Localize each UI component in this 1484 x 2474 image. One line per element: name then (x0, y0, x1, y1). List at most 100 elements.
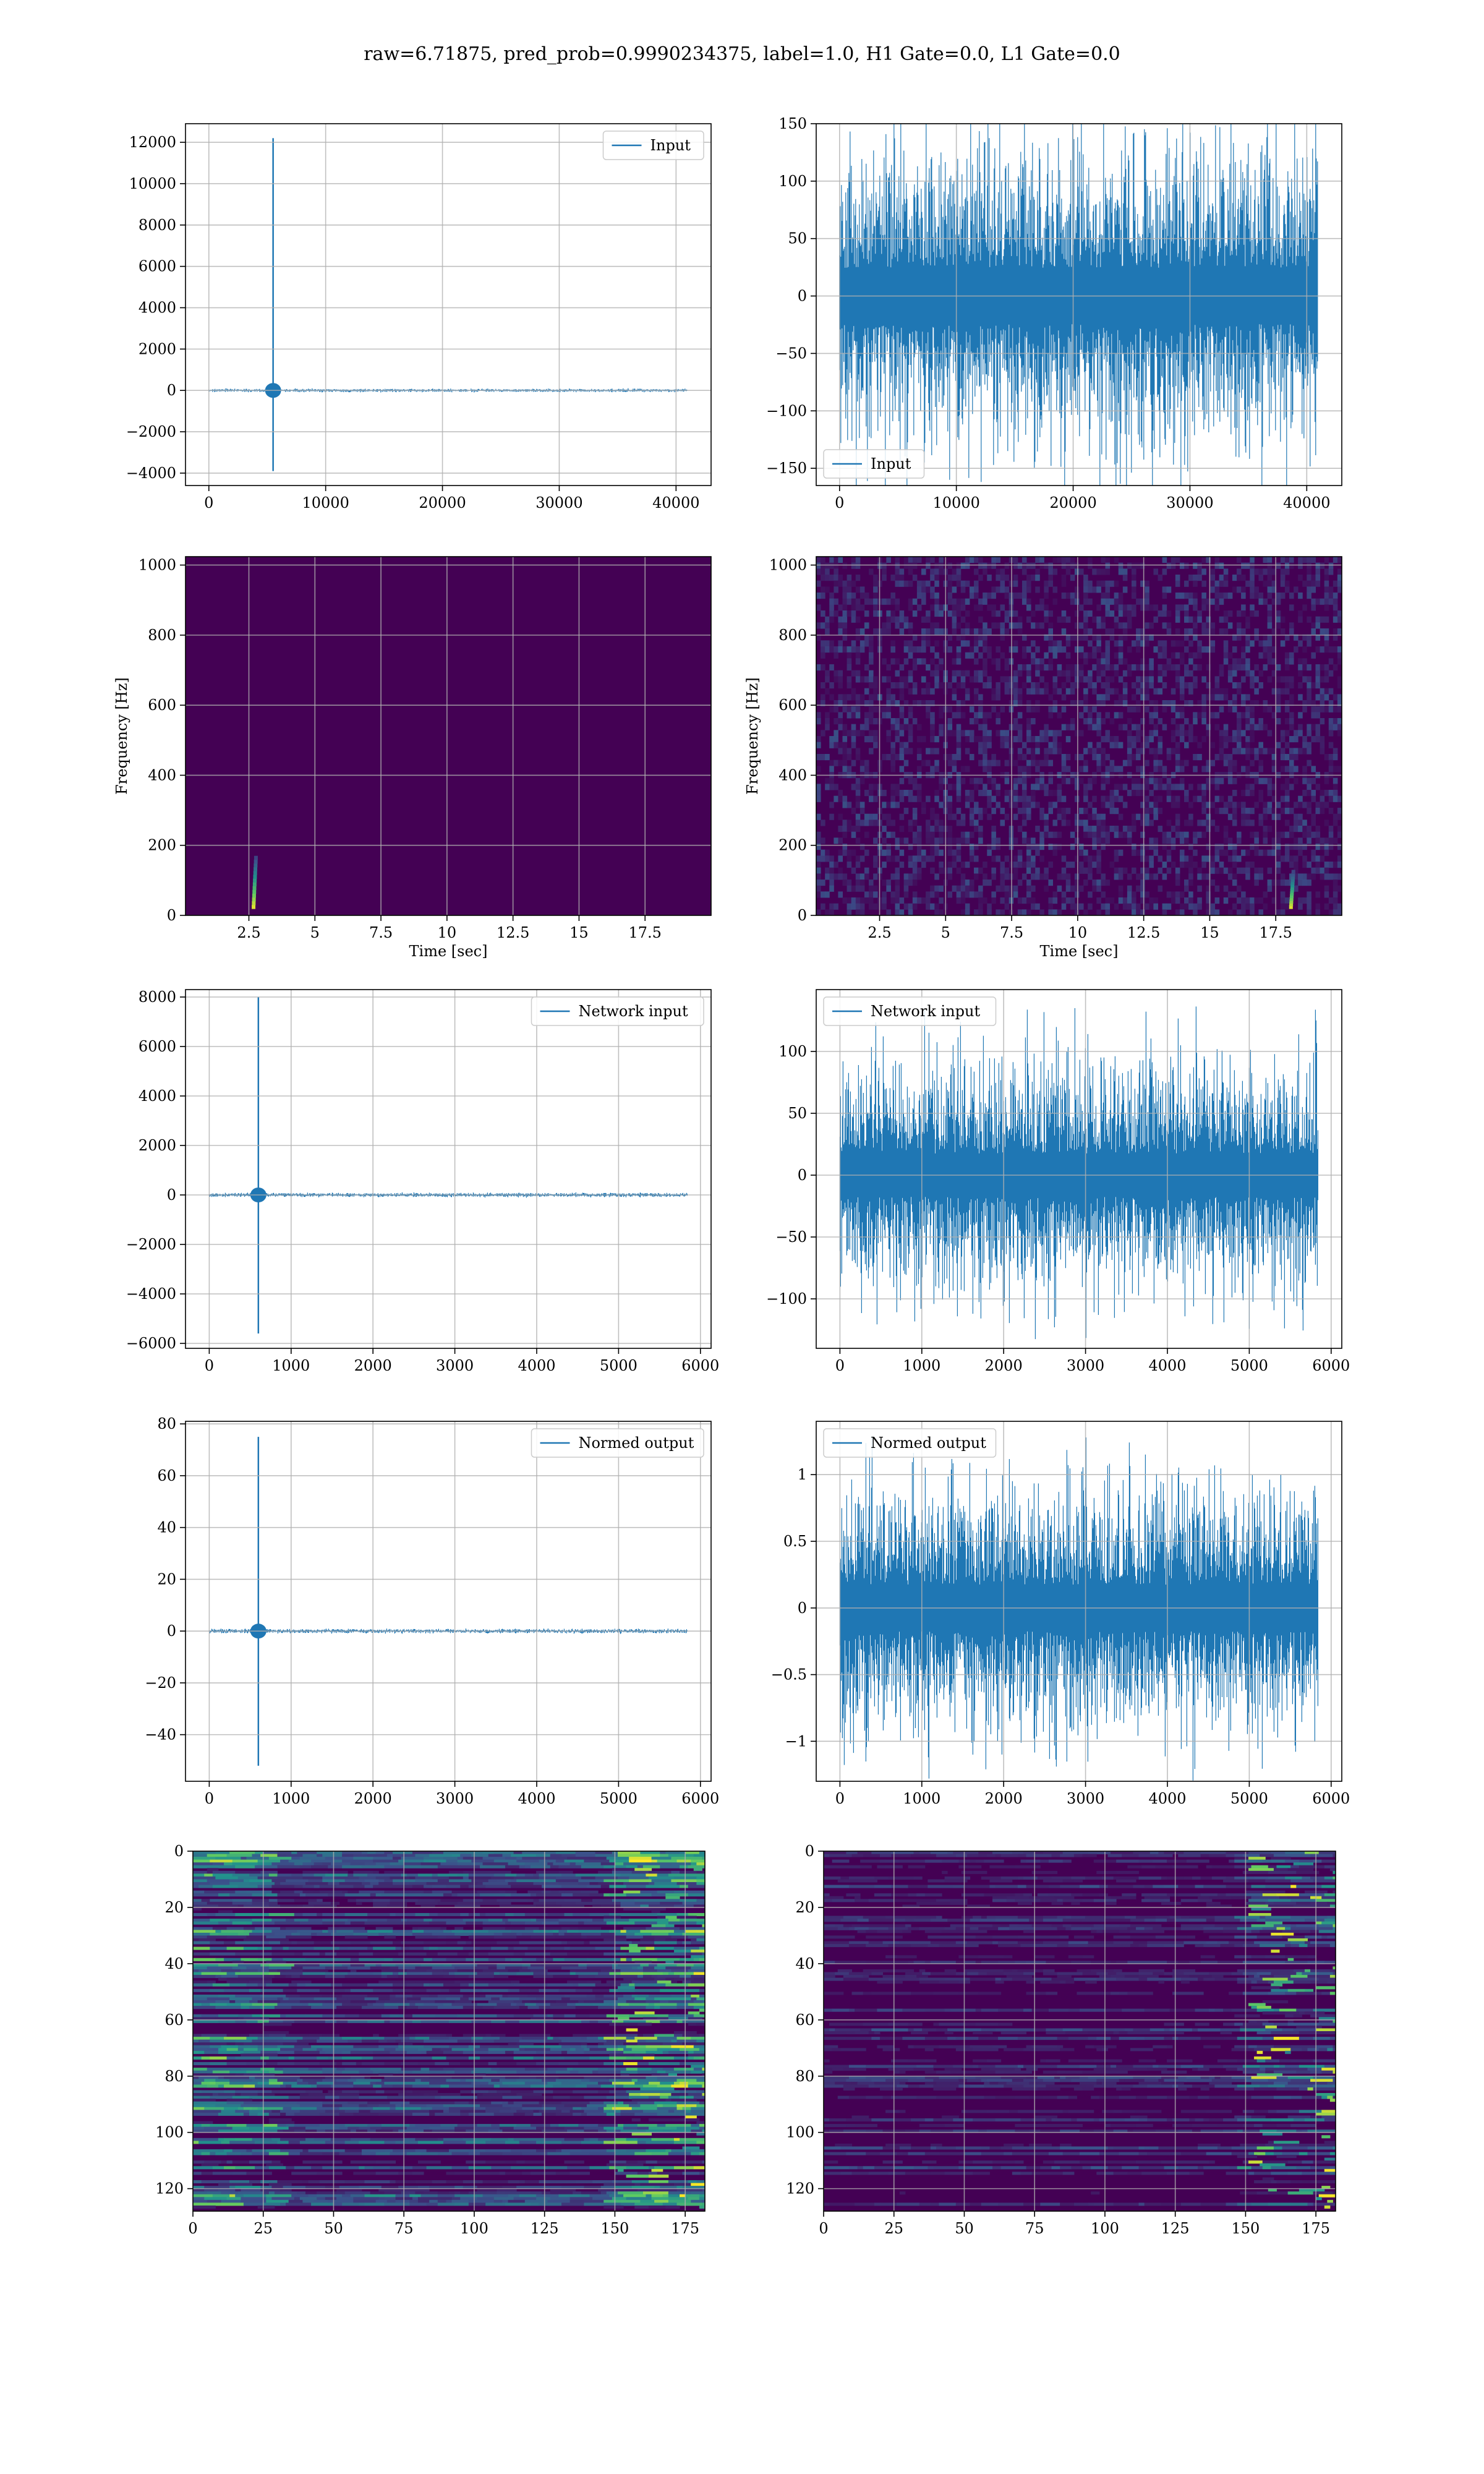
legend: Network input (531, 996, 704, 1026)
grid (186, 990, 711, 1348)
x-tick-label: 125 (1161, 2220, 1190, 2237)
legend-label: Normed output (871, 1434, 986, 1452)
y-tick-label: 1 (798, 1466, 807, 1483)
x-tick-label: 3000 (1067, 1357, 1104, 1374)
grid (186, 557, 711, 916)
x-tick-label: 6000 (1312, 1357, 1350, 1374)
y-tick-label: 8000 (139, 988, 176, 1006)
legend: Input (823, 449, 925, 479)
x-tick-label: 4000 (1148, 1790, 1186, 1807)
x-tick-label: 40000 (1283, 494, 1330, 511)
y-tick-label: 800 (148, 627, 176, 644)
y-tick-label: 2000 (139, 340, 176, 357)
x-tick-label: 150 (1232, 2220, 1260, 2237)
y-tick-label: 600 (148, 696, 176, 714)
axes-frame (816, 989, 1342, 1349)
y-tick-label: 50 (788, 1105, 807, 1122)
x-tick-label: 5000 (600, 1790, 638, 1807)
y-tick-label: −2000 (126, 423, 176, 440)
x-tick-label: 15 (1200, 924, 1219, 941)
grid (816, 1421, 1342, 1781)
signal-line (839, 1006, 1318, 1340)
grid (186, 124, 711, 486)
heatmap-image (193, 1851, 705, 2211)
x-tick-label: 2000 (354, 1357, 392, 1374)
legend: Normed output (531, 1428, 704, 1458)
y-tick-label: 60 (164, 2011, 184, 2029)
x-tick-label: 0 (188, 2220, 197, 2237)
grid (816, 990, 1342, 1348)
x-tick-label: 1000 (903, 1357, 940, 1374)
x-tick-label: 2000 (985, 1357, 1023, 1374)
x-tick-label: 0 (819, 2220, 828, 2237)
y-tick-label: 20 (795, 1899, 814, 1916)
y-tick-label: 100 (778, 1043, 807, 1060)
legend: Network input (823, 996, 997, 1026)
x-tick-label: 100 (1091, 2220, 1119, 2237)
x-tick-label: 25 (254, 2220, 273, 2237)
y-tick-label: 150 (778, 115, 807, 132)
y-tick-label: 0 (805, 1843, 814, 1860)
y-tick-label: 600 (778, 696, 807, 714)
x-tick-label: 25 (884, 2220, 903, 2237)
x-tick-label: 150 (601, 2220, 629, 2237)
y-tick-label: 1000 (139, 557, 176, 574)
axes-frame (185, 989, 712, 1349)
x-tick-label: 12.5 (1127, 924, 1160, 941)
x-tick-label: 4000 (518, 1357, 555, 1374)
x-tick-label: 175 (671, 2220, 699, 2237)
subplot-r5c1: 0 25 50 75 100 125 150 175 0 20 40 60 80 100 120 (155, 1843, 706, 2237)
y-tick-label: 60 (157, 1467, 176, 1484)
x-tick-label: 75 (394, 2220, 414, 2237)
y-tick-label: 40 (157, 1519, 176, 1536)
axes-frame (185, 1421, 712, 1782)
y-tick-label: 0 (167, 1622, 176, 1640)
legend-label: Input (871, 455, 911, 473)
x-tick-label: 5000 (600, 1357, 638, 1374)
x-tick-label: 2.5 (868, 924, 891, 941)
x-tick-label: 5000 (1230, 1790, 1268, 1807)
y-tick-label: 4000 (139, 299, 176, 317)
grid (186, 1421, 711, 1781)
y-tick-label: 200 (778, 837, 807, 854)
heatmap-image (816, 557, 1342, 915)
axes-frame (816, 1421, 1342, 1782)
y-tick-label: 0.5 (783, 1533, 807, 1550)
y-tick-label: −2000 (126, 1236, 176, 1253)
subplot-r4c1: 0 1000 2000 3000 4000 5000 6000 −40 −20 0 20 40 60 80… (145, 1415, 719, 1807)
figure-title: raw=6.71875, pred_prob=0.9990234375, lab… (364, 43, 1120, 65)
heatmap-image (186, 557, 711, 915)
subplot-r3c1: 0 1000 2000 3000 4000 5000 6000 −6000 −4000 −2000… (126, 988, 720, 1374)
x-tick-label: 1000 (903, 1790, 940, 1807)
x-tick-label: 5000 (1230, 1357, 1268, 1374)
y-tick-label: 6000 (139, 258, 176, 275)
y-tick-label: −100 (766, 1290, 807, 1308)
y-tick-label: 40 (795, 1955, 814, 1972)
x-tick-label: 2.5 (237, 924, 260, 941)
y-tick-label: −6000 (126, 1335, 176, 1352)
axes-frame (192, 1851, 706, 2212)
y-tick-label: 2000 (139, 1137, 176, 1154)
y-tick-label: 100 (778, 173, 807, 190)
legend-label: Network input (579, 1003, 688, 1020)
x-tick-label: 3000 (436, 1357, 474, 1374)
y-tick-label: 12000 (129, 134, 176, 151)
subplot-r1c1: 0 10000 20000 30000 40000 −4000 −2000 0 2000 4000… (126, 123, 712, 511)
x-tick-label: 7.5 (369, 924, 393, 941)
axes-frame (816, 123, 1342, 486)
x-tick-label: 50 (324, 2220, 343, 2237)
y-tick-label: 1000 (769, 557, 807, 574)
y-tick-label: 0 (798, 1166, 807, 1184)
x-tick-label: 7.5 (1000, 924, 1023, 941)
x-axis-label: Time [sec] (1040, 943, 1119, 960)
subplot-r1c2: 0 10000 20000 30000 40000 −150 −100 −50 0 50 100 15… (766, 115, 1342, 511)
x-tick-label: 3000 (1067, 1790, 1104, 1807)
y-tick-label: −150 (766, 460, 807, 477)
x-tick-label: 0 (205, 1790, 214, 1807)
y-tick-label: 80 (157, 1415, 176, 1432)
y-tick-label: 60 (795, 2011, 814, 2029)
legend-label: Network input (871, 1003, 980, 1020)
x-tick-label: 2000 (985, 1790, 1023, 1807)
subplot-r5c2: 0 25 50 75 100 125 150 175 0 20 40 60 80 100 120 (786, 1843, 1336, 2237)
y-tick-label: 40 (164, 1955, 184, 1972)
